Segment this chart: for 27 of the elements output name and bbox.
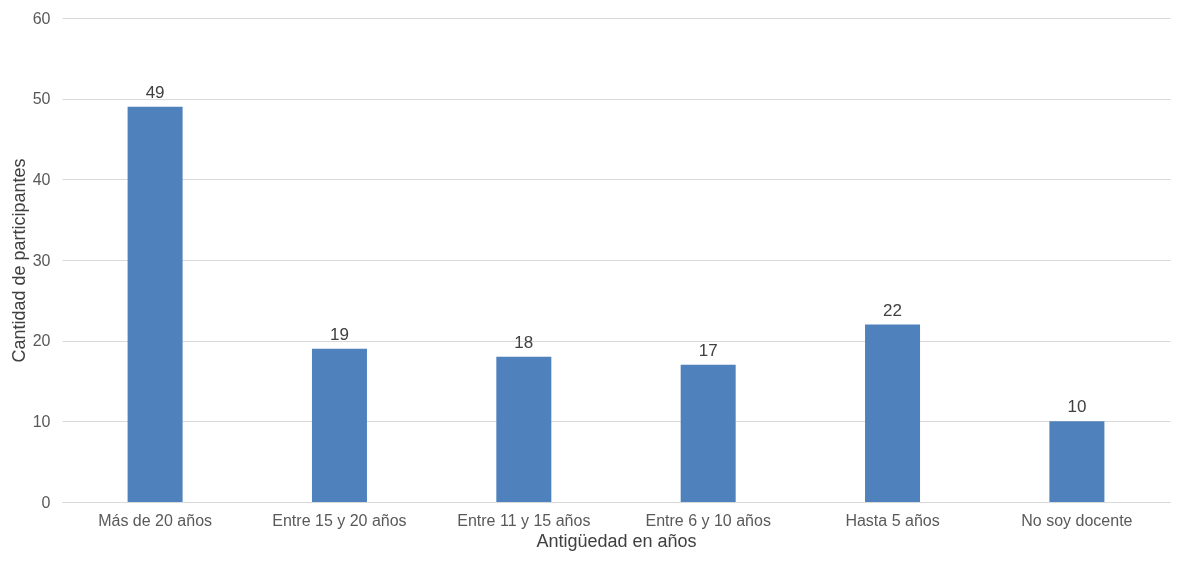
x-tick-label: Entre 15 y 20 años: [272, 511, 407, 529]
x-tick-label: Entre 11 y 15 años: [457, 511, 591, 529]
y-tick-label: 10: [32, 412, 51, 430]
bar: [496, 356, 552, 502]
x-tick-label: Más de 20 años: [98, 511, 213, 529]
y-tick-label: 30: [32, 251, 51, 269]
bar: [865, 324, 921, 502]
x-tick-label: Hasta 5 años: [845, 511, 940, 529]
data-label: 49: [145, 82, 165, 102]
y-axis-title: Cantidad de participantes: [8, 158, 29, 363]
x-tick-label: Entre 6 y 10 años: [645, 511, 771, 529]
bar: [127, 106, 183, 502]
x-axis-title: Antigüedad en años: [536, 530, 697, 551]
data-label: 10: [1067, 397, 1087, 417]
bar: [1049, 421, 1105, 502]
data-label: 18: [514, 332, 534, 352]
x-tick-label: No soy docente: [1021, 511, 1133, 529]
y-tick-label: 20: [32, 332, 51, 350]
data-label: 19: [330, 324, 349, 344]
y-tick-label: 40: [32, 170, 51, 188]
y-tick-label: 0: [41, 493, 51, 511]
data-label: 17: [698, 340, 718, 360]
y-tick-label: 60: [32, 9, 51, 27]
bar: [680, 364, 736, 502]
data-label: 22: [883, 300, 902, 320]
bar: [311, 348, 367, 502]
y-tick-label: 50: [32, 90, 51, 108]
